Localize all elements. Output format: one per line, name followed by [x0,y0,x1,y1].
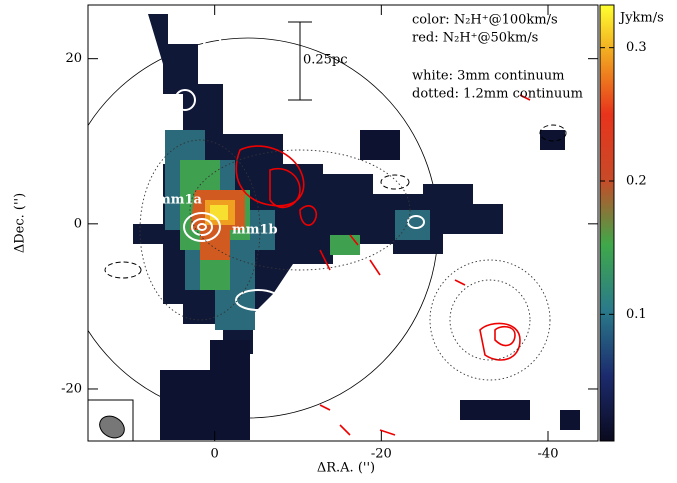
source-label: mm1a [157,193,203,208]
x-axis-label: ΔR.A. ('') [317,461,375,476]
scale-label: 0.25pc [303,53,348,68]
y-axis-label: ΔDec. ('') [13,193,28,253]
map-image [88,14,580,441]
plot-frame [87,4,599,442]
colorbar-tick-label: 0.2 [626,174,647,189]
legend-text: color: N₂H⁺@100km/s [412,13,558,28]
x-tick-label: 0 [211,447,219,462]
legend-text: white: 3mm continuum [412,69,564,84]
source-label: mm1b [232,223,278,238]
x-tick-label: -40 [538,447,559,462]
colorbar-tick-label: 0.3 [626,40,647,55]
x-tick-label: -20 [371,447,392,462]
y-tick-label: 20 [65,51,82,66]
y-tick-label: -20 [61,381,82,396]
colorbar-label: Jykm/s [618,11,664,26]
legend-text: red: N₂H⁺@50km/s [412,31,538,46]
legend-text: dotted: 1.2mm continuum [412,87,583,102]
y-tick-label: 0 [74,216,82,231]
colorbar [599,4,615,442]
colorbar-tick-label: 0.1 [626,307,647,322]
